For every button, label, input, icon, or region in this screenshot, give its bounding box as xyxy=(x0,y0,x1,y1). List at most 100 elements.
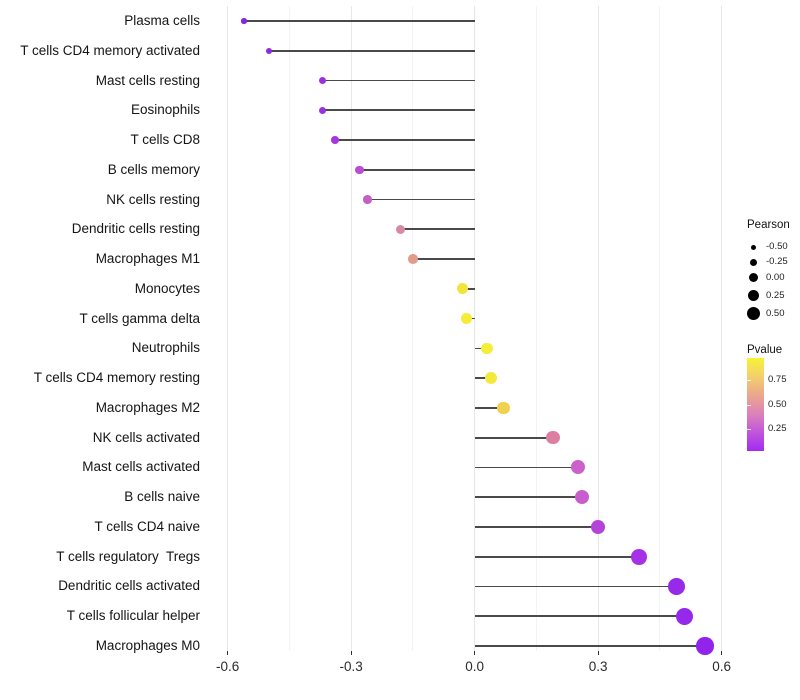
lollipop-dot xyxy=(408,254,418,264)
lollipop-stem xyxy=(322,79,475,82)
size-legend-title: Pearson xyxy=(747,219,790,231)
lollipop-dot xyxy=(676,607,694,625)
size-legend-dot xyxy=(748,290,759,301)
lollipop-dot xyxy=(318,106,327,114)
size-legend-dot xyxy=(750,258,757,266)
y-axis-label: T cells CD4 naive xyxy=(94,518,200,534)
lollipop-stem xyxy=(322,109,475,112)
size-legend-label: -0.50 xyxy=(766,241,788,252)
x-tick-mark xyxy=(597,651,599,655)
lollipop-dot xyxy=(318,76,327,85)
gridline-minor xyxy=(659,6,661,651)
gridline-minor xyxy=(288,6,290,651)
x-tick-mark xyxy=(350,651,352,655)
y-axis-label: Macrophages M2 xyxy=(95,399,200,415)
lollipop-stem xyxy=(244,20,475,22)
lollipop-stem xyxy=(474,526,599,528)
x-tick-label: -0.3 xyxy=(339,659,363,674)
y-axis-label: T cells CD8 xyxy=(130,132,200,148)
gridline-major xyxy=(350,6,352,651)
colorbar-tick-mark xyxy=(746,404,751,406)
size-legend-label: -0.25 xyxy=(766,256,788,267)
lollipop-stem xyxy=(474,466,578,469)
colorbar-tick-label: 0.75 xyxy=(768,374,787,385)
x-tick-mark xyxy=(721,651,723,655)
lollipop-dot xyxy=(696,637,714,655)
lollipop-stem xyxy=(367,198,475,201)
y-axis-label: Macrophages M1 xyxy=(95,251,200,267)
size-legend-dot xyxy=(749,273,758,282)
lollipop-stem xyxy=(412,258,475,260)
size-legend-label: 0.50 xyxy=(766,307,785,319)
y-axis-label: T cells CD4 memory activated xyxy=(20,42,200,58)
x-tick-mark xyxy=(474,651,476,655)
colorbar-tick-mark xyxy=(746,429,751,430)
y-axis-label: Mast cells resting xyxy=(95,72,200,88)
y-axis-label: NK cells activated xyxy=(92,429,200,445)
lollipop-stem xyxy=(474,496,582,499)
lollipop-dot xyxy=(395,224,406,235)
lollipop-dot xyxy=(456,283,468,295)
lollipop-dot xyxy=(570,460,585,475)
lollipop-dot xyxy=(574,490,589,505)
gridline-minor xyxy=(412,6,414,651)
lollipop-stem xyxy=(474,347,488,350)
lollipop-stem xyxy=(474,555,640,558)
y-axis-label: Neutrophils xyxy=(131,340,200,356)
lollipop-dot xyxy=(363,195,372,204)
lollipop-dot xyxy=(631,548,648,565)
lollipop-dot xyxy=(330,136,339,144)
lollipop-stem xyxy=(400,228,475,231)
plot-panel xyxy=(207,6,737,655)
y-axis-label: B cells memory xyxy=(107,161,200,177)
y-axis-label: Monocytes xyxy=(134,280,200,296)
lollipop-stem xyxy=(334,139,475,141)
lollipop-stem xyxy=(474,615,685,618)
size-legend-dot xyxy=(751,244,756,250)
gridline-major xyxy=(474,6,476,651)
y-axis-label: B cells naive xyxy=(124,489,200,505)
pvalue-colorbar xyxy=(746,358,764,451)
lollipop-dot xyxy=(481,342,493,355)
lollipop-dot xyxy=(497,401,510,414)
lollipop-stem xyxy=(462,288,475,290)
lollipop-stem xyxy=(474,377,492,379)
lollipop-stem xyxy=(474,436,553,439)
lollipop-stem xyxy=(359,168,475,171)
size-legend-label: 0.00 xyxy=(766,271,785,283)
lollipop-stem xyxy=(268,49,475,52)
lollipop-dot xyxy=(485,372,498,385)
lollipop-stem xyxy=(474,407,504,409)
y-axis-label: T cells gamma delta xyxy=(79,310,200,326)
colorbar-tick-label: 0.25 xyxy=(768,423,787,434)
x-tick-label: 0.3 xyxy=(588,659,608,674)
y-axis-label: T cells regulatory Tregs xyxy=(56,548,200,564)
y-axis-label: Dendritic cells resting xyxy=(71,221,200,237)
y-axis-label: NK cells resting xyxy=(106,191,200,207)
colorbar-tick-label: 0.50 xyxy=(768,398,787,410)
lollipop-dot xyxy=(590,519,606,535)
lollipop-dot xyxy=(546,430,560,445)
lollipop-dot xyxy=(460,313,473,325)
y-axis-label: Dendritic cells activated xyxy=(58,578,200,594)
gridline-major xyxy=(721,6,723,651)
y-axis-label: Macrophages M0 xyxy=(95,638,200,653)
lollipop-dot xyxy=(668,578,685,595)
legend: Pearson -0.50 -0.25 0.00 0.25 0.50 Pvalue 0.… xyxy=(740,0,800,700)
colorbar-tick-mark xyxy=(746,380,751,381)
y-axis-label: Plasma cells xyxy=(124,13,200,28)
x-tick-mark xyxy=(227,651,229,655)
y-axis-label: Eosinophils xyxy=(130,102,200,118)
lollipop-stem xyxy=(474,645,706,647)
x-tick-label: 0.6 xyxy=(712,659,732,674)
lollipop-dot xyxy=(241,18,247,24)
gridline-major xyxy=(227,6,229,651)
y-axis-label: Mast cells activated xyxy=(82,459,200,475)
x-tick-label: 0.0 xyxy=(465,659,485,674)
lollipop-stem xyxy=(474,585,677,588)
size-legend-dot xyxy=(747,307,760,320)
gridline-major xyxy=(597,6,599,651)
lollipop-dot xyxy=(265,47,272,54)
lollipop-dot xyxy=(355,165,364,174)
